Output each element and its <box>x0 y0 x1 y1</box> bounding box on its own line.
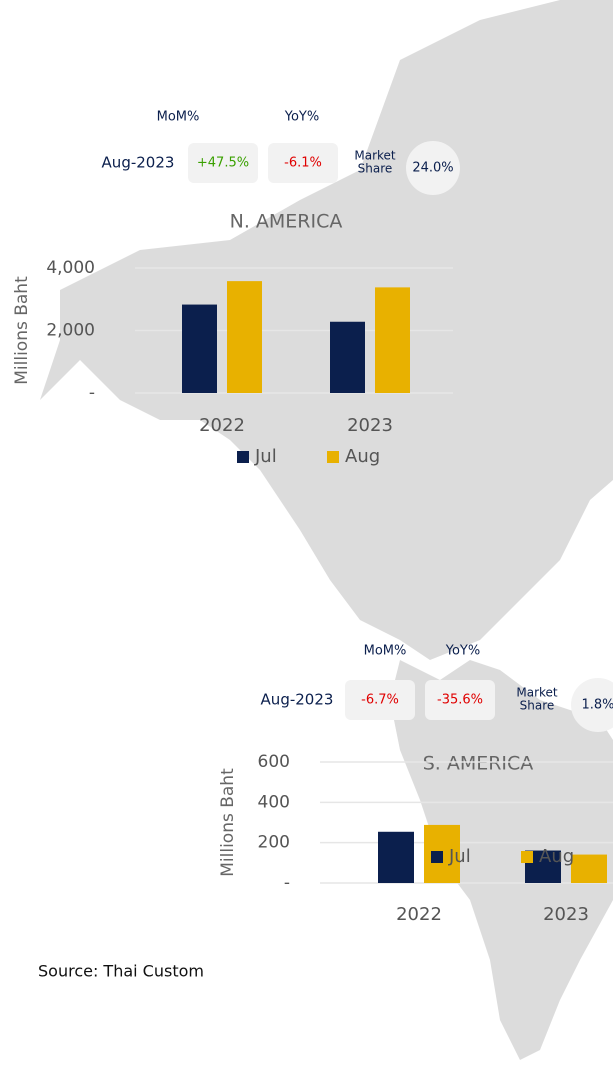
y-tick-label: 200 <box>258 833 290 853</box>
y-tick-label: 400 <box>258 792 290 812</box>
share-circle <box>571 678 613 732</box>
y-tick-label: 4,000 <box>46 258 95 278</box>
share-label: Market <box>516 686 558 700</box>
stat-value: -6.1% <box>284 156 322 171</box>
legend-swatch <box>431 851 443 863</box>
bar <box>375 287 410 393</box>
legend-label: Jul <box>254 446 277 467</box>
chart-title: N. AMERICA <box>230 211 343 233</box>
y-axis-label: Millions Baht <box>218 768 238 877</box>
bar <box>571 854 607 883</box>
share-label: Share <box>358 162 393 176</box>
stat-header: YoY% <box>284 110 319 125</box>
legend-swatch <box>237 451 249 463</box>
y-tick-label: 600 <box>258 752 290 772</box>
x-tick-label: 2022 <box>199 415 245 436</box>
stat-value: -35.6% <box>437 693 483 708</box>
legend-label: Aug <box>539 846 574 867</box>
y-tick-label: - <box>89 383 95 403</box>
stat-period: Aug-2023 <box>102 154 175 172</box>
x-tick-label: 2022 <box>396 904 442 925</box>
stat-box <box>345 680 415 720</box>
legend-label: Aug <box>345 446 380 467</box>
stat-box <box>268 143 338 183</box>
share-value: 24.0% <box>412 161 453 176</box>
source-note: Source: Thai Custom <box>38 962 204 981</box>
chart-title: S. AMERICA <box>423 753 534 775</box>
bar <box>330 321 365 393</box>
legend-swatch <box>327 451 339 463</box>
bar <box>182 304 217 393</box>
bar <box>378 831 414 883</box>
share-label: Market <box>354 149 396 163</box>
stat-value: +47.5% <box>197 156 249 171</box>
share-label: Share <box>520 699 555 713</box>
share-circle <box>406 141 460 195</box>
stat-header: MoM% <box>364 644 407 659</box>
y-axis-label: Millions Baht <box>12 276 32 385</box>
legend-label: Jul <box>448 846 471 867</box>
bar <box>227 281 262 393</box>
x-tick-label: 2023 <box>543 904 589 925</box>
stat-period: Aug-2023 <box>261 691 334 709</box>
stat-box <box>188 143 258 183</box>
x-tick-label: 2023 <box>347 415 393 436</box>
share-value: 1.8% <box>581 698 613 713</box>
legend-swatch <box>521 851 533 863</box>
y-tick-label: 2,000 <box>46 321 95 341</box>
stat-header: YoY% <box>445 644 480 659</box>
stat-value: -6.7% <box>361 693 399 708</box>
stat-box <box>425 680 495 720</box>
stat-header: MoM% <box>157 110 200 125</box>
y-tick-label: - <box>284 873 290 893</box>
